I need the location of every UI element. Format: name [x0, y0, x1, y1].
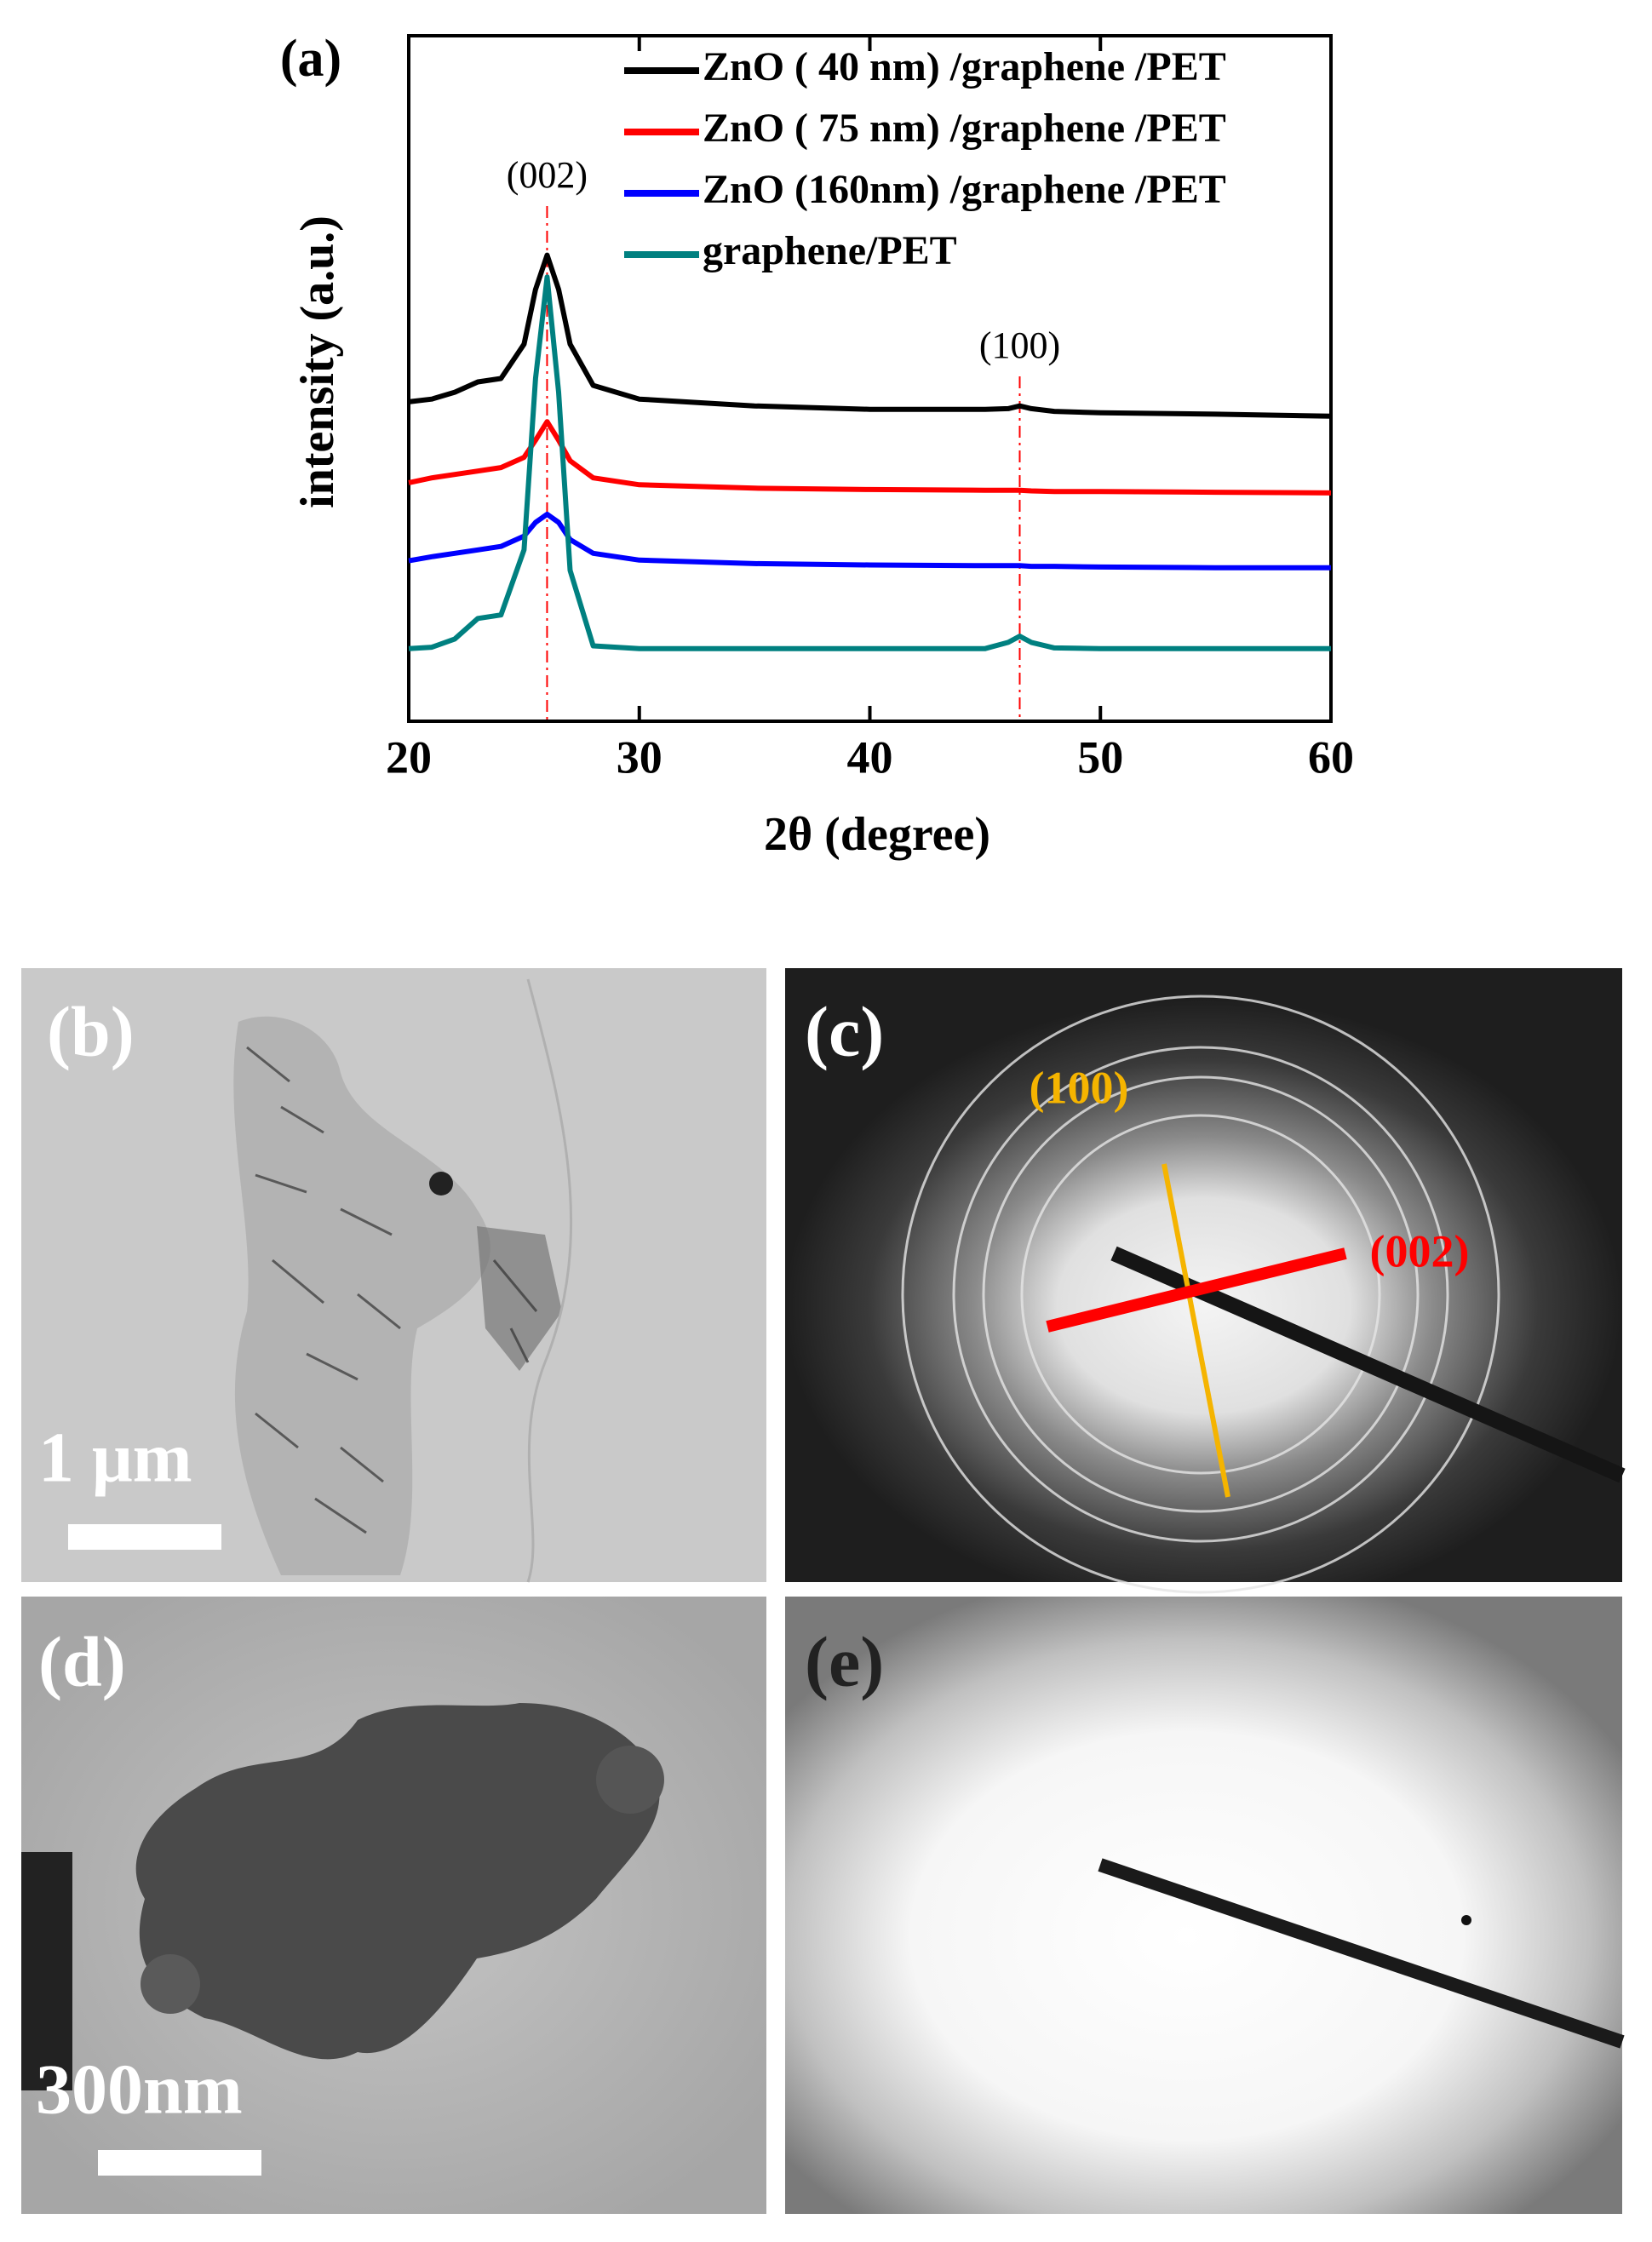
scale-bar — [68, 1524, 221, 1550]
panel-label: (e) — [805, 1622, 884, 1701]
annotation-label: (002) — [507, 154, 588, 196]
particle-cluster — [233, 1016, 490, 1575]
x-tick-label: 30 — [617, 731, 663, 783]
x-tick-label: 60 — [1308, 731, 1354, 783]
beam-stop — [1098, 1858, 1625, 2049]
legend-label: ZnO ( 75 nm) /graphene /PET — [703, 106, 1226, 151]
x-tick-label: 50 — [1077, 731, 1123, 783]
film-edge — [21, 1852, 72, 2090]
annotation-label: (100) — [979, 324, 1060, 366]
particle — [429, 1172, 453, 1196]
particle — [596, 1746, 664, 1814]
panel-d: (d) 300nm — [21, 1597, 766, 2214]
film-edge — [526, 978, 573, 1583]
series-line — [408, 252, 1332, 419]
ring-label: (100) — [1030, 1062, 1129, 1113]
particle — [141, 1954, 200, 2014]
x-tick-label: 20 — [386, 731, 432, 783]
spot — [1461, 1915, 1471, 1925]
scale-label: 300nm — [36, 2050, 243, 2129]
flakes — [246, 1046, 538, 1534]
legend-label: graphene/PET — [703, 228, 957, 273]
legend-label: ZnO (160nm) /graphene /PET — [703, 167, 1226, 212]
ring-label: (002) — [1370, 1225, 1470, 1276]
particle-cluster — [477, 1226, 562, 1371]
ring-marker — [1162, 1163, 1230, 1498]
x-tick-label: 40 — [847, 731, 893, 783]
scale-bar — [98, 2150, 261, 2176]
diffraction-rings — [901, 995, 1500, 1594]
particle-aggregate — [135, 1703, 660, 2060]
series-line — [408, 419, 1332, 496]
diffraction-background — [785, 968, 1622, 1582]
panel-e: (e) — [785, 1597, 1625, 2214]
x-axis-title: 2θ (degree) — [764, 808, 990, 861]
ring-marker — [1046, 1247, 1347, 1333]
scale-label: 1 μm — [38, 1418, 192, 1497]
panel-label: (a) — [280, 30, 341, 88]
panel-label: (c) — [805, 992, 884, 1071]
panel-c: (c) (100) (002) — [785, 968, 1626, 1594]
y-axis-title: intensity (a.u.) — [291, 215, 344, 508]
series-line — [408, 274, 1331, 651]
xrd-chart: (a) 2θ (degree) intensity (a.u.) 20 30 40 5… — [280, 30, 1354, 861]
series-line — [408, 511, 1331, 571]
panel-b: (b) 1 μm — [21, 968, 766, 1583]
panel-label: (d) — [38, 1622, 126, 1701]
legend-label: ZnO ( 40 nm) /graphene /PET — [703, 44, 1226, 89]
panel-label: (b) — [47, 992, 135, 1071]
